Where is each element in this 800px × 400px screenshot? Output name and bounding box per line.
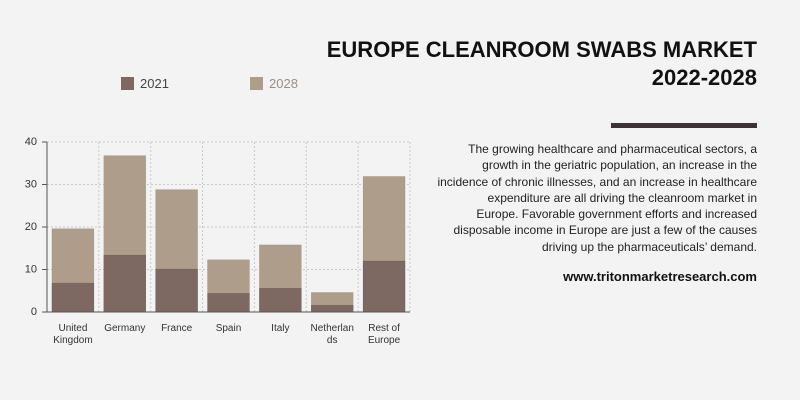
bar	[310, 304, 354, 313]
text-line: incidence of chronic illnesses, and an i…	[437, 174, 757, 189]
text-line: disposable income in Europe are just a f…	[453, 223, 757, 238]
description: The growing healthcare and pharmaceutica…	[437, 141, 757, 255]
x-tick-label: United Kingdom	[53, 323, 93, 346]
title-line: 2022-2028	[651, 65, 757, 90]
bar	[155, 268, 198, 313]
divider	[611, 123, 757, 128]
y-tick-label: 40	[25, 136, 37, 148]
y-tick-label: 30	[25, 178, 37, 190]
legend-label: 2021	[140, 76, 169, 91]
title-line: EUROPE CLEANROOM SWABS MARKET	[326, 37, 757, 62]
title: EUROPE CLEANROOM SWABS MARKET 2022-2028	[327, 36, 757, 92]
text-line: growth in the geriatric population, an i…	[482, 158, 757, 173]
x-tick-label: Rest of Europe	[367, 323, 401, 346]
x-tick-label: Italy	[271, 323, 290, 334]
text-line: expenditure are all driving the cleanroo…	[487, 190, 757, 205]
legend-label: 2028	[269, 76, 298, 91]
legend-swatch	[121, 77, 134, 90]
x-tick-label: Netherlands	[310, 323, 354, 346]
bar	[259, 287, 302, 313]
x-tick-label: Germany	[104, 323, 146, 334]
y-tick-label: 0	[31, 306, 37, 318]
x-tick-label: France	[161, 323, 193, 334]
y-tick-label: 20	[25, 221, 37, 233]
text-line: Europe. Favorable government efforts and…	[476, 207, 757, 222]
bar	[103, 254, 147, 313]
x-tick-label: Spain	[215, 323, 242, 334]
bar	[362, 260, 406, 313]
bar	[207, 293, 250, 313]
text-line: The growing healthcare and pharmaceutica…	[468, 142, 757, 156]
text-line: driving up the pharmaceuticals’ demand.	[541, 239, 757, 254]
legend-swatch	[250, 77, 263, 90]
url: www.tritonmarketresearch.com	[563, 269, 757, 284]
bar	[51, 282, 95, 313]
y-tick-label: 10	[25, 263, 37, 275]
